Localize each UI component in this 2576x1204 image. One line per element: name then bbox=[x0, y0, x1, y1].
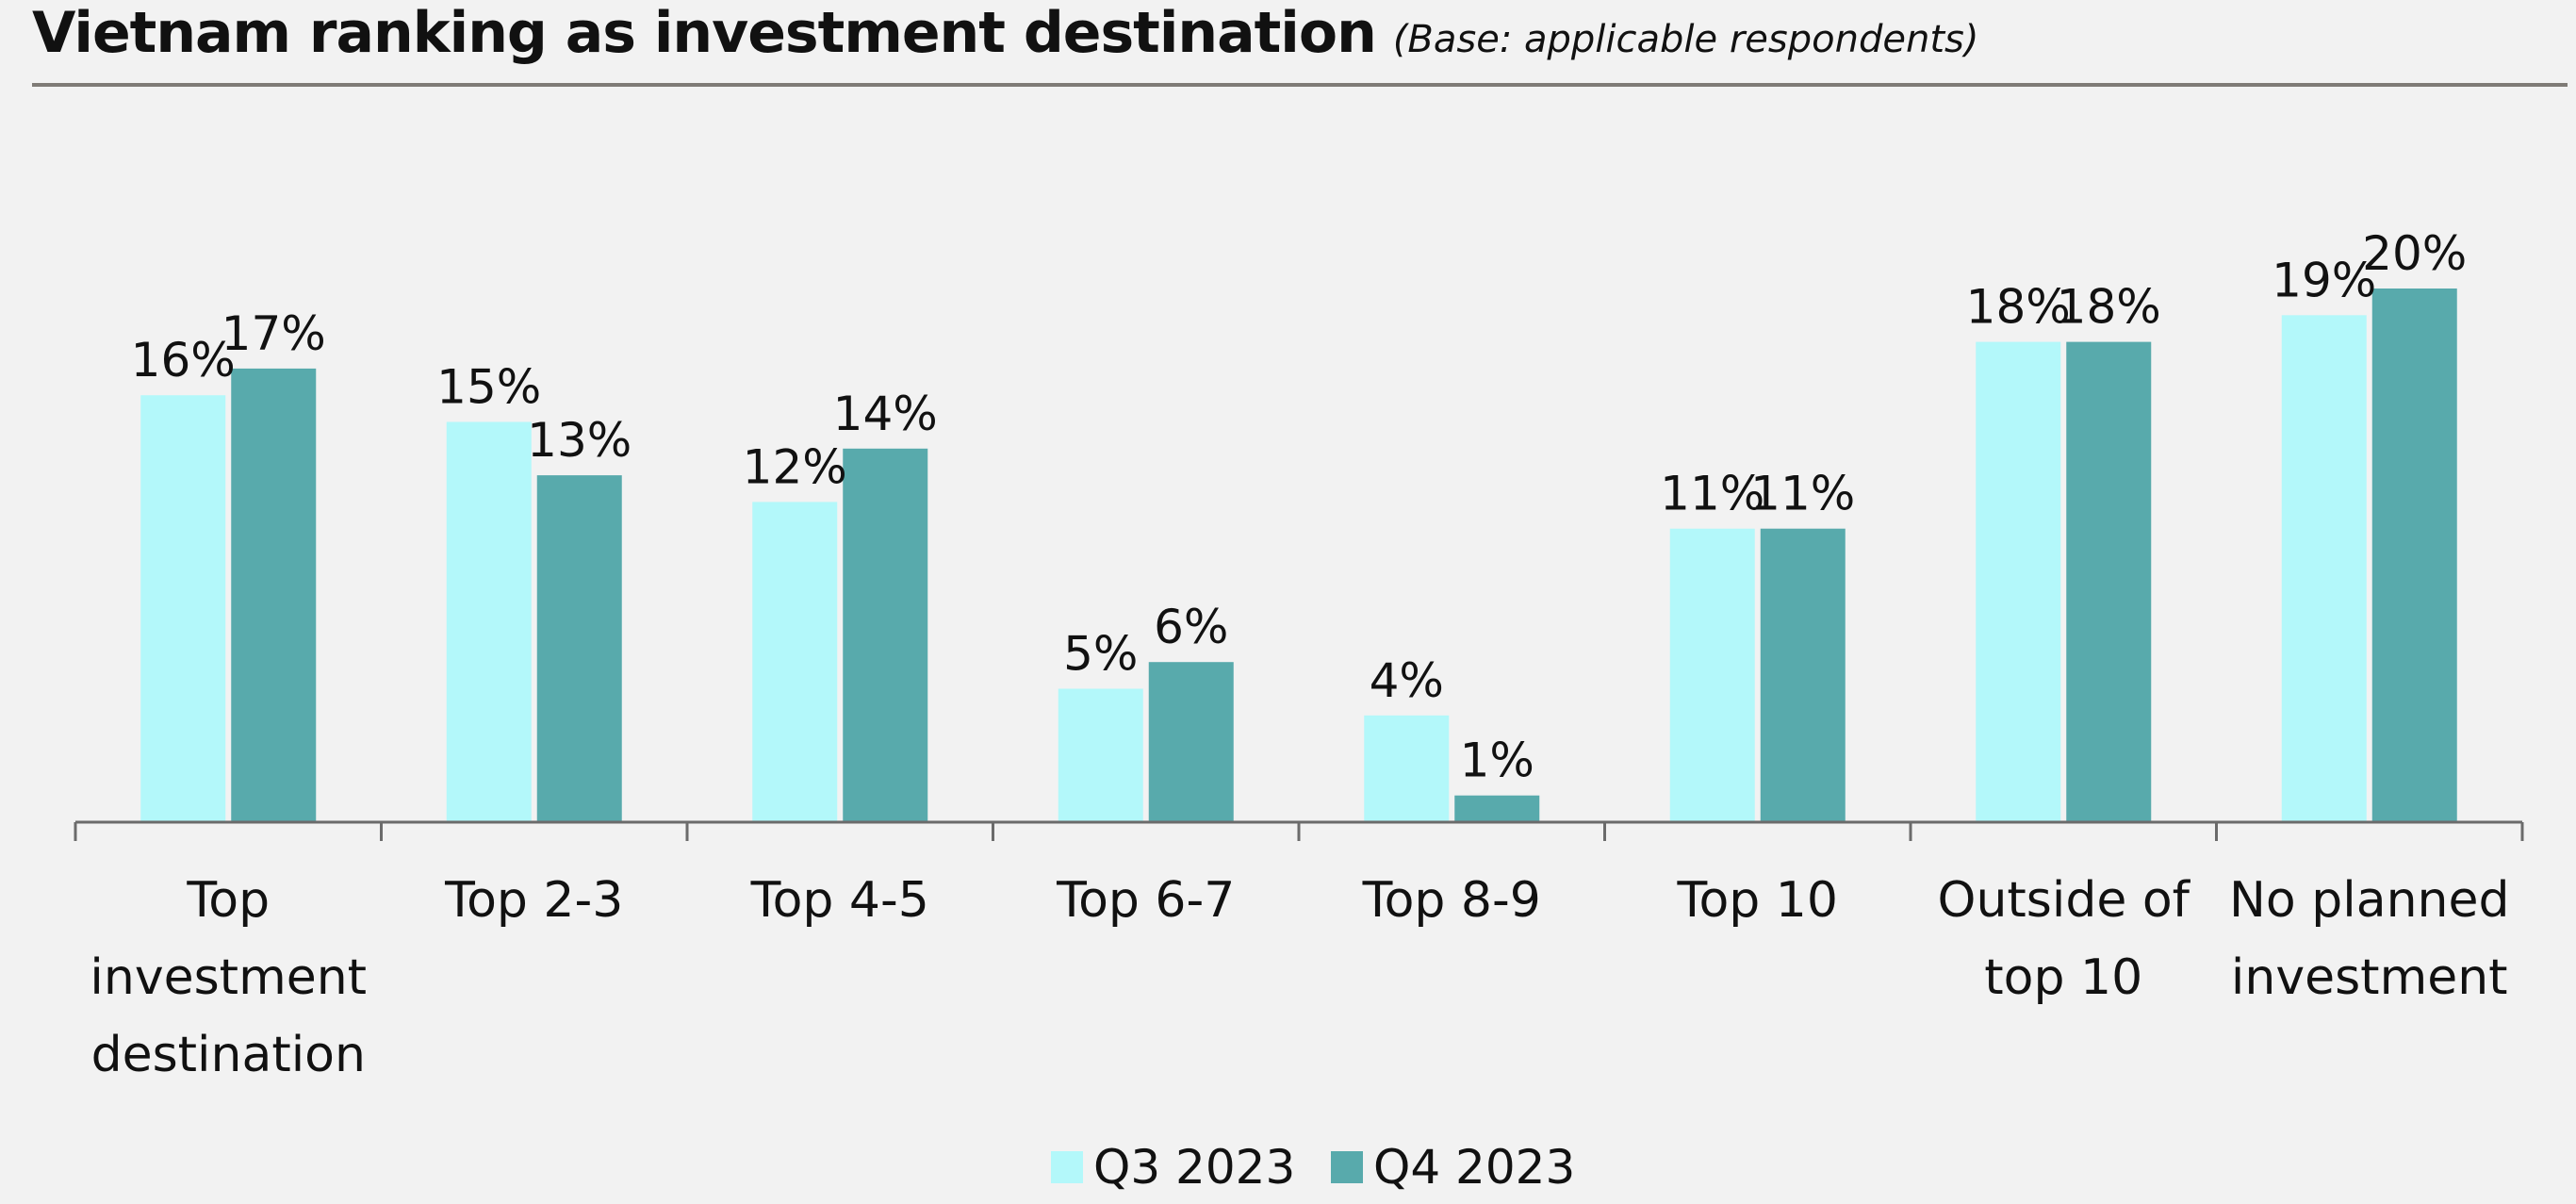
bar-top-6-7-q4-2023 bbox=[1148, 662, 1234, 822]
value-label-outside-of-top-10-q3-2023: 18% bbox=[1966, 280, 2071, 335]
bar-top-2-3-q3-2023 bbox=[446, 421, 532, 822]
category-label-no-planned-investment: No planned investment bbox=[2229, 872, 2509, 1006]
bar-outside-of-top-10-q3-2023 bbox=[1976, 341, 2061, 822]
category-label-top-2-3: Top 2-3 bbox=[444, 872, 623, 929]
bar-top-investment-destination-q3-2023 bbox=[140, 395, 226, 822]
value-label-top-investment-destination-q3-2023: 16% bbox=[131, 333, 236, 388]
value-label-top-6-7-q3-2023: 5% bbox=[1063, 627, 1138, 682]
bar-top-10-q4-2023 bbox=[1760, 528, 1846, 822]
chart-title: Vietnam ranking as investment destinatio… bbox=[32, 0, 1377, 66]
category-labels-group: Top investment destination Top 2-3 Top 4-5 To… bbox=[90, 872, 2509, 1083]
legend-swatch-q4-2023 bbox=[1331, 1151, 1363, 1183]
bar-top-4-5-q3-2023 bbox=[752, 502, 838, 822]
legend-label-q4-2023: Q4 2023 bbox=[1373, 1140, 1575, 1195]
bar-top-4-5-q4-2023 bbox=[843, 448, 928, 822]
value-label-top-10-q3-2023: 11% bbox=[1660, 467, 1764, 521]
bar-top-8-9-q3-2023 bbox=[1364, 715, 1450, 822]
category-label-top-4-5: Top 4-5 bbox=[750, 872, 929, 929]
value-label-top-8-9-q4-2023: 1% bbox=[1460, 734, 1534, 788]
value-label-top-10-q4-2023: 11% bbox=[1750, 467, 1855, 521]
bar-top-2-3-q4-2023 bbox=[536, 475, 622, 822]
category-label-top-10: Top 10 bbox=[1677, 872, 1838, 929]
bar-no-planned-investment-q3-2023 bbox=[2281, 315, 2367, 822]
bar-top-6-7-q3-2023 bbox=[1058, 688, 1143, 822]
bar-outside-of-top-10-q4-2023 bbox=[2066, 341, 2152, 822]
title-divider bbox=[32, 83, 2568, 87]
chart-title-block: Vietnam ranking as investment destinatio… bbox=[32, 0, 1978, 77]
legend-swatch-q3-2023 bbox=[1051, 1151, 1083, 1183]
value-label-top-2-3-q3-2023: 15% bbox=[436, 360, 541, 415]
bar-top-10-q3-2023 bbox=[1669, 528, 1755, 822]
bar-top-investment-destination-q4-2023 bbox=[231, 368, 317, 822]
category-label-outside-of-top-10: Outside of top 10 bbox=[1938, 872, 2191, 1006]
value-label-top-4-5-q4-2023: 14% bbox=[833, 387, 938, 441]
bars-group bbox=[140, 289, 2457, 822]
value-label-no-planned-investment-q3-2023: 19% bbox=[2272, 253, 2376, 307]
value-label-top-investment-destination-q4-2023: 17% bbox=[222, 306, 326, 361]
category-label-top-8-9: Top 8-9 bbox=[1362, 872, 1541, 929]
category-label-top-investment-destination: Top investment destination bbox=[90, 872, 367, 1083]
value-label-outside-of-top-10-q4-2023: 18% bbox=[2057, 280, 2161, 335]
value-label-top-8-9-q3-2023: 4% bbox=[1370, 653, 1444, 708]
value-label-top-6-7-q4-2023: 6% bbox=[1154, 600, 1228, 654]
bar-top-8-9-q4-2023 bbox=[1454, 795, 1540, 822]
value-label-top-2-3-q4-2023: 13% bbox=[527, 413, 632, 468]
bar-no-planned-investment-q4-2023 bbox=[2371, 289, 2457, 822]
category-label-top-6-7: Top 6-7 bbox=[1056, 872, 1235, 929]
value-labels-group: 16%17% 15%13% 12%14% 5% 6% 4% 1% 11%11% 18%18% 19… bbox=[131, 226, 2468, 788]
value-label-no-planned-investment-q4-2023: 20% bbox=[2362, 226, 2467, 281]
x-axis bbox=[74, 820, 2524, 841]
legend-label-q3-2023: Q3 2023 bbox=[1093, 1140, 1295, 1195]
value-label-top-4-5-q3-2023: 12% bbox=[743, 439, 847, 494]
legend: Q3 2023 Q4 2023 bbox=[1051, 1140, 1575, 1195]
chart-subtitle: (Base: applicable respondents) bbox=[1392, 18, 1979, 61]
